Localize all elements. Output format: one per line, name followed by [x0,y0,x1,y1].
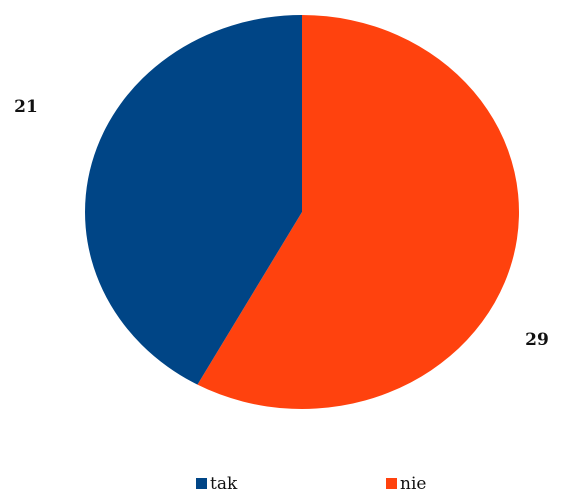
legend-label-tak: tak [210,474,238,494]
data-label-tak: 21 [14,97,38,117]
pie-slices [85,15,520,410]
legend: tak nie [196,474,426,494]
legend-label-nie: nie [400,474,426,494]
data-labels: 21 29 [14,97,549,350]
legend-swatch-nie [386,478,397,489]
pie-slice-nie [197,15,520,410]
legend-swatch-tak [196,478,207,489]
data-label-nie: 29 [525,330,549,350]
legend-item-tak: tak [196,474,238,494]
pie-slice-tak [85,15,302,385]
legend-item-nie: nie [386,474,426,494]
